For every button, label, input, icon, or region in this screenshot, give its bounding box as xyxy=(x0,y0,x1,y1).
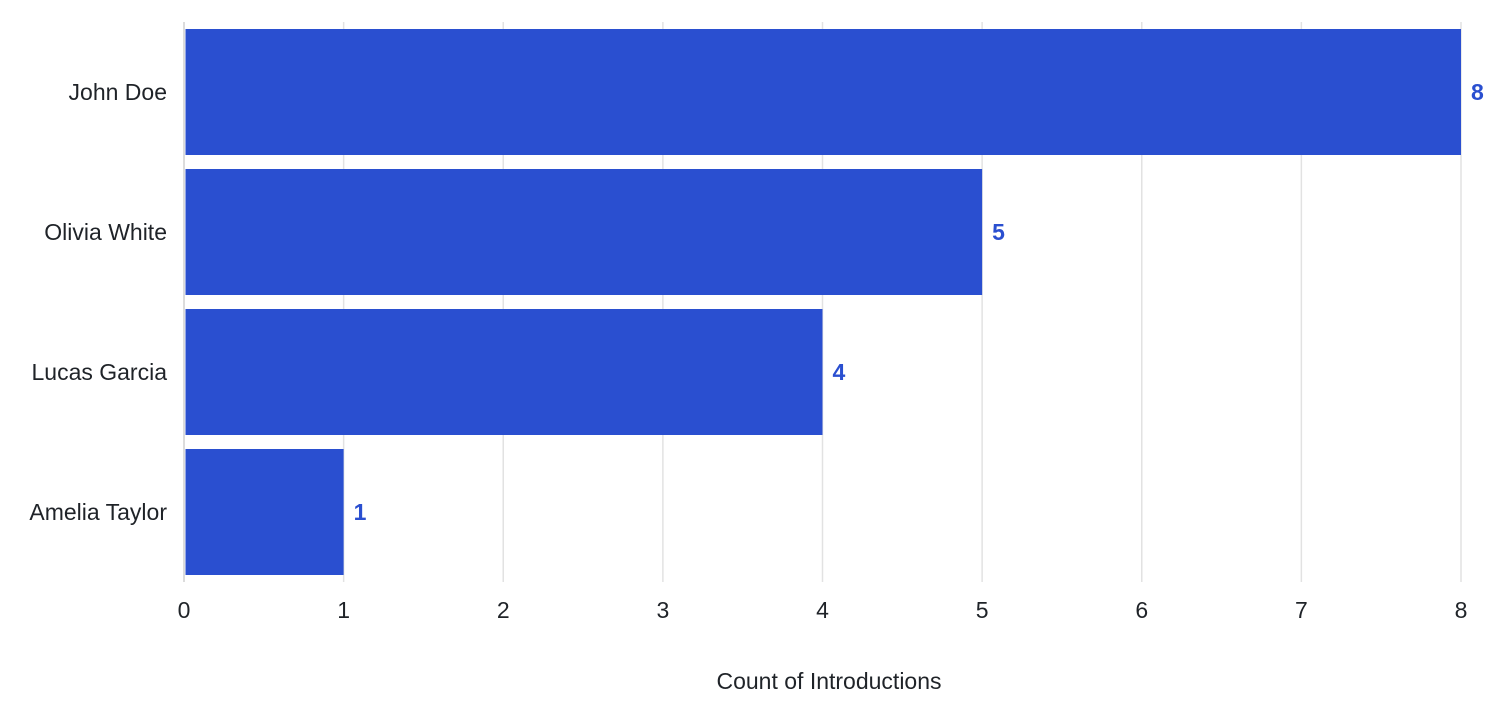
bar xyxy=(185,29,1461,155)
bar xyxy=(185,449,344,575)
x-tick-label: 1 xyxy=(337,597,350,623)
x-tick-label: 6 xyxy=(1135,597,1148,623)
x-axis-title: Count of Introductions xyxy=(716,668,941,694)
category-label: John Doe xyxy=(69,79,167,105)
x-axis-ticks: 0 1 2 3 4 5 6 7 8 xyxy=(178,597,1468,623)
category-labels: John Doe Olivia White Lucas Garcia Amelia T… xyxy=(29,79,167,525)
data-labels: 8 5 4 1 xyxy=(354,79,1484,525)
x-tick-label: 0 xyxy=(178,597,191,623)
x-tick-label: 2 xyxy=(497,597,510,623)
data-label: 1 xyxy=(354,499,367,525)
bar xyxy=(185,169,983,295)
category-label: Olivia White xyxy=(44,219,167,245)
x-tick-label: 8 xyxy=(1455,597,1468,623)
x-tick-label: 7 xyxy=(1295,597,1308,623)
x-tick-label: 3 xyxy=(656,597,669,623)
category-label: Amelia Taylor xyxy=(29,499,167,525)
x-tick-label: 5 xyxy=(976,597,989,623)
bar xyxy=(185,309,823,435)
x-tick-label: 4 xyxy=(816,597,829,623)
data-label: 5 xyxy=(992,219,1005,245)
bars xyxy=(185,29,1461,575)
category-label: Lucas Garcia xyxy=(31,359,167,385)
data-label: 4 xyxy=(833,359,846,385)
data-label: 8 xyxy=(1471,79,1484,105)
